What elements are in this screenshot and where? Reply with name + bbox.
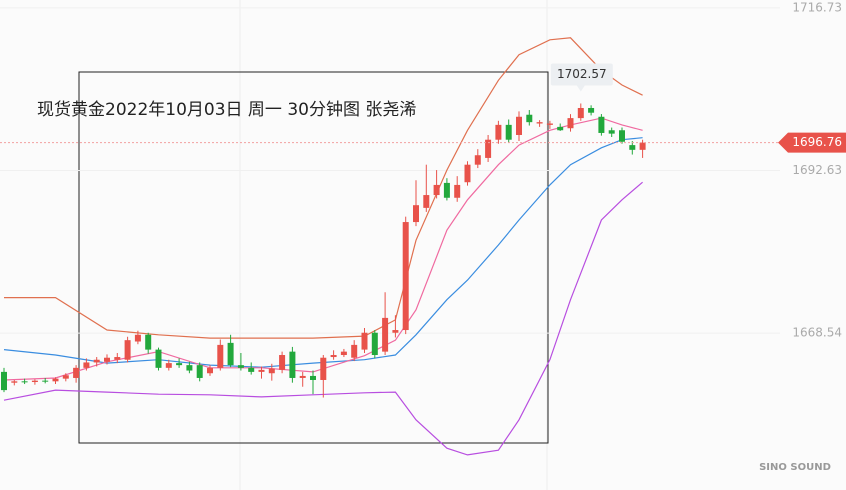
candle-body xyxy=(42,380,49,382)
candle-body xyxy=(629,145,636,150)
candle-body xyxy=(248,367,255,372)
candle-body xyxy=(279,355,286,370)
plot xyxy=(0,7,780,456)
candle-body xyxy=(485,139,492,158)
y-tick-label: 1716.73 xyxy=(792,0,842,14)
candle-body xyxy=(21,381,28,383)
candle-body xyxy=(124,340,131,360)
annotation-label: 1702.57 xyxy=(557,67,607,81)
candle-body xyxy=(114,357,121,360)
candle-body xyxy=(474,155,481,165)
candle-body xyxy=(598,116,605,133)
candle-body xyxy=(155,349,162,368)
candle-body xyxy=(608,130,615,134)
candle-body xyxy=(454,184,461,198)
candle-body xyxy=(176,363,183,366)
candle-body xyxy=(526,114,533,123)
candle-body xyxy=(557,126,564,131)
chart-title: 现货黄金2022年10月03日 周一 30分钟图 张尧浠 xyxy=(37,100,416,120)
candle-body xyxy=(413,205,419,223)
candle-body xyxy=(104,357,110,362)
candle-body xyxy=(207,367,213,374)
y-tick-label: 1668.54 xyxy=(792,326,842,340)
annotation-box xyxy=(550,63,613,86)
candle-body xyxy=(577,107,584,119)
candle-body xyxy=(1,371,7,391)
indicator-line xyxy=(4,37,643,339)
last-price-label: 1696.76 xyxy=(792,135,842,149)
candle-body xyxy=(227,342,234,366)
watermark: SINO SOUND xyxy=(759,462,831,473)
candle-body xyxy=(382,317,389,352)
candle-body xyxy=(495,124,502,140)
candle-body xyxy=(361,332,368,350)
candle-body xyxy=(73,367,80,378)
candle-body xyxy=(320,357,327,380)
candle-body xyxy=(423,195,430,208)
candle-body xyxy=(52,378,59,382)
candle-body xyxy=(31,380,38,383)
candle-body xyxy=(93,359,100,363)
candle-body xyxy=(546,123,553,125)
candle-body xyxy=(516,116,522,135)
candle-body xyxy=(299,375,306,378)
candle-body xyxy=(402,222,409,331)
candle-body xyxy=(536,122,543,124)
candle-body xyxy=(258,369,265,372)
candle-body xyxy=(639,142,646,150)
candle-body xyxy=(433,184,440,196)
candle-body xyxy=(567,118,574,129)
candle-body xyxy=(619,130,625,142)
indicator-line xyxy=(3,181,643,456)
y-tick-label: 1692.63 xyxy=(792,163,842,177)
candle-body xyxy=(443,182,450,198)
candle-body xyxy=(505,124,512,140)
candle-body xyxy=(83,362,90,368)
frame-box xyxy=(78,71,549,444)
candle-body xyxy=(351,344,358,358)
candle-body xyxy=(186,365,193,371)
candle-body xyxy=(237,365,244,368)
candle-body xyxy=(134,334,141,342)
last-price-tag xyxy=(778,132,846,153)
candle-body xyxy=(392,330,399,333)
candle-body xyxy=(464,164,471,183)
candle-body xyxy=(330,355,337,358)
annotation-pointer xyxy=(576,85,585,92)
candle-body xyxy=(268,368,275,374)
candle-body xyxy=(145,334,152,350)
candle-body xyxy=(588,107,595,113)
candle-body xyxy=(289,351,296,378)
candle-body xyxy=(217,344,224,368)
candle-body xyxy=(371,332,378,356)
candle-body xyxy=(310,375,316,380)
candle-body xyxy=(165,363,172,368)
candle-body xyxy=(196,365,203,378)
candle-body xyxy=(340,351,347,356)
candle-body xyxy=(62,375,69,379)
candle-body xyxy=(11,381,18,383)
